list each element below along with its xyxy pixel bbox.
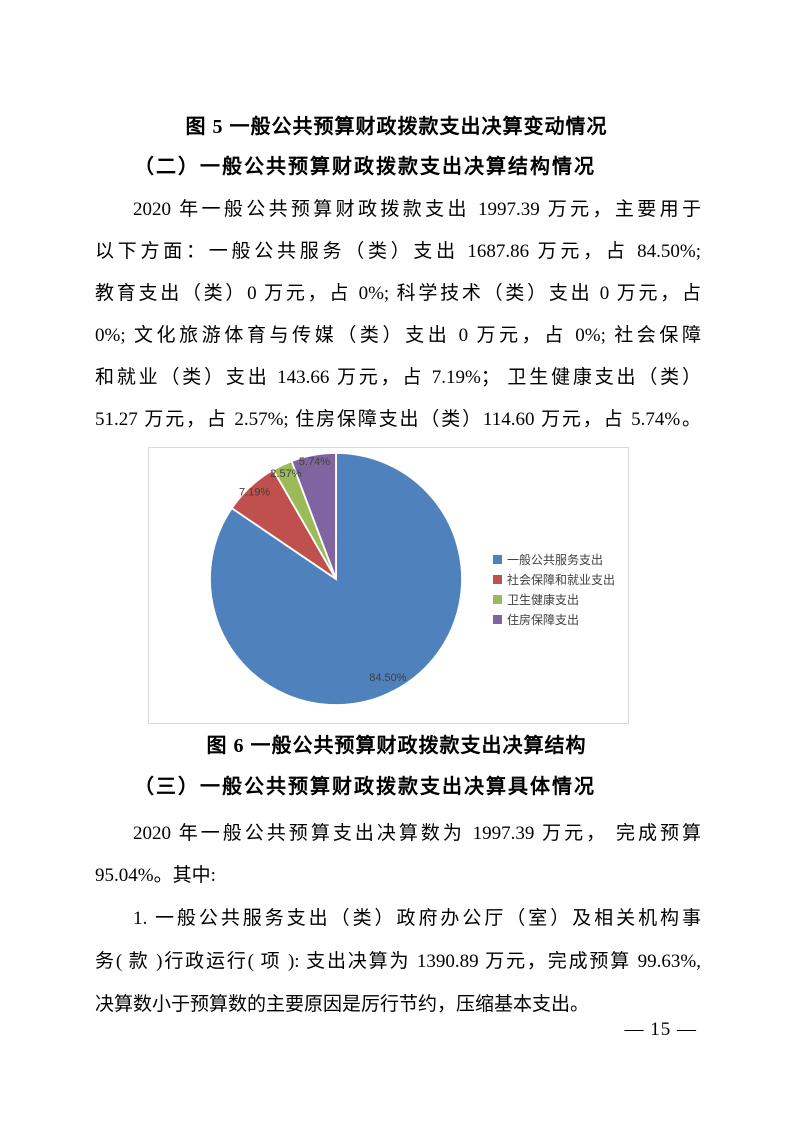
legend-label: 住房保障支出 [507, 612, 580, 627]
text-line: 教育支出（类）0 万元，占 0%; 科学技术（类）支出 0 万元，占 [95, 283, 701, 304]
text-line: 51.27 万元，占 2.57%; 住房保障支出（类）114.60 万元，占 5… [95, 409, 701, 430]
legend-label: 一般公共服务支出 [507, 552, 604, 567]
text-line: 1. 一般公共服务支出（类）政府办公厅（室）及相关机构事 [133, 908, 701, 929]
legend-item: 一般公共服务支出 [493, 549, 615, 569]
slice-label-3: 5.74% [299, 456, 330, 468]
pie-chart-svg: 84.50% 7.19%2.57%5.74% [209, 452, 463, 706]
legend-item: 住房保障支出 [493, 609, 615, 629]
text-line: 95.04%。其中: [95, 865, 216, 886]
legend-label: 社会保障和就业支出 [507, 572, 616, 587]
legend-item: 社会保障和就业支出 [493, 569, 615, 589]
slice-label-1: 7.19% [239, 486, 270, 498]
text-line: 2020 年一般公共预算财政拨款支出 1997.39 万元，主要用于 [133, 199, 701, 220]
page-number: — 15 — [624, 1019, 697, 1040]
section-heading-3: （三）一般公共预算财政拨款支出决算具体情况 [134, 776, 596, 798]
section-heading-2: （二）一般公共预算财政拨款支出决算结构情况 [134, 156, 596, 178]
paragraph-expenditure-structure: 2020 年一般公共预算财政拨款支出 1997.39 万元，主要用于以下方面：一… [95, 189, 701, 441]
legend-swatch-icon [493, 574, 502, 584]
paragraph-general-public-service-detail: 1. 一般公共服务支出（类）政府办公厅（室）及相关机构事务( 款 )行政运行( … [95, 897, 701, 1026]
pie-chart-figure: 84.50% 7.19% 2.57% 5.74% 一般公共服务支出 社会保障和就业支出卫… [148, 447, 629, 724]
pie-slice-3 [290, 452, 337, 580]
text-line: 决算数小于预算数的主要原因是厉行节约，压缩基本支出。 [95, 994, 590, 1015]
text-line: 以下方面：一般公共服务（类）支出 1687.86 万元，占 84.50%; [95, 241, 701, 262]
figure5-caption: 图 5 一般公共预算财政拨款支出决算变动情况 [185, 116, 608, 138]
slice-label-0: 84.50% [369, 672, 407, 684]
text-line: 和就业（类）支出 143.66 万元，占 7.19%； 卫生健康支出（类） [95, 367, 701, 388]
legend-swatch-icon [493, 594, 502, 604]
legend-item: 卫生健康支出 [493, 589, 615, 609]
chart-legend: 一般公共服务支出 社会保障和就业支出 卫生健康支出 住房保障支出 [493, 549, 615, 629]
slice-label-2: 2.57% [270, 468, 301, 480]
figure6-caption: 图 6 一般公共预算财政拨款支出决算结构 [206, 735, 587, 757]
legend-swatch-icon [493, 614, 502, 624]
legend-label: 卫生健康支出 [507, 592, 580, 607]
pie-slice-0 [209, 452, 463, 706]
text-line: 0%; 文化旅游体育与传媒（类）支出 0 万元，占 0%; 社会保障 [95, 325, 701, 346]
text-line: 务( 款 )行政运行( 项 ): 支出决算为 1390.89 万元，完成预算 9… [95, 951, 701, 972]
paragraph-budget-completion: 2020 年一般公共预算支出决算数为 1997.39 万元， 完成预算 95.04… [95, 813, 701, 897]
text-line: 2020 年一般公共预算支出决算数为 1997.39 万元， 完成预算 [133, 823, 701, 844]
legend-swatch-icon [493, 554, 502, 564]
